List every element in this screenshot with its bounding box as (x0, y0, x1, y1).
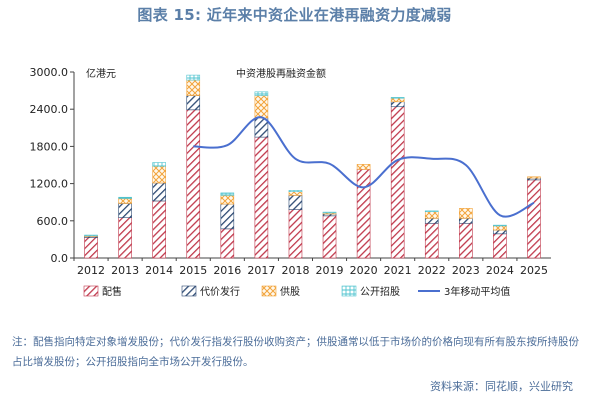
bar-segment (424, 222, 439, 259)
bar-segment (152, 200, 166, 259)
x-tick-label: 2025 (520, 264, 548, 277)
x-tick-label: 2019 (316, 264, 344, 277)
legend-label: 代价发行 (200, 285, 240, 298)
y-tick-label: 0.0 (51, 252, 69, 265)
x-tick-label: 2021 (384, 264, 412, 277)
x-tick-label: 2020 (350, 264, 378, 277)
bar-segment (186, 109, 201, 259)
x-tick-label: 2017 (247, 264, 275, 277)
bar-segment (390, 97, 405, 99)
bar-segment (220, 203, 235, 230)
x-tick-label: 2014 (145, 264, 173, 277)
bar-segment (220, 228, 235, 259)
bar-segment (424, 211, 439, 219)
bar-segment (152, 162, 166, 167)
bar-segment (390, 97, 405, 103)
bar-segment (493, 224, 507, 227)
bar-segment (424, 210, 439, 212)
x-tick-label: 2023 (452, 264, 480, 277)
bar-segment (186, 74, 201, 81)
bar-segment (84, 237, 98, 259)
bar-segment (152, 182, 166, 202)
bar-segment (356, 169, 371, 259)
bar-segment (527, 179, 541, 259)
bar-segment (288, 190, 303, 192)
x-tick-label: 2024 (486, 264, 514, 277)
bar-segment (322, 211, 337, 214)
footnote: 注：配售指向特定对象增发股份；代价发行指发行股份收购资产；供股通常以低于市场价的… (12, 336, 579, 368)
legend-label: 配售 (102, 285, 122, 298)
bar-segment (390, 101, 405, 108)
legend-label: 3年移动平均值 (444, 285, 510, 298)
bar-segment (288, 209, 303, 259)
source-line: 资料来源：同花顺，兴业研究 (430, 380, 573, 393)
chart-subtitle: 中资港股再融资金额 (236, 67, 326, 80)
bar-segment (459, 222, 473, 259)
legend-swatch (261, 285, 277, 297)
legend-swatch (341, 285, 357, 297)
bar-segment (118, 217, 132, 259)
bar-segment (254, 91, 269, 96)
bar-segment (493, 225, 507, 231)
bar-segment (390, 106, 405, 259)
bar-segment (493, 233, 507, 259)
bar-segment (288, 191, 303, 196)
bar-segment (186, 95, 201, 111)
x-tick-label: 2016 (213, 264, 241, 277)
bar-segment (424, 218, 439, 224)
x-tick-label: 2018 (281, 264, 309, 277)
bar-segment (527, 176, 541, 179)
axes: 0.0 600.0 1200.0 1800.0 2400.0 3000.0 2012 2013… (30, 66, 551, 277)
bar-segment (459, 218, 473, 224)
bar-segment (220, 192, 235, 196)
moving-average-line (193, 116, 535, 218)
bar-segment (84, 234, 98, 237)
y-tick-label: 2400.0 (30, 103, 69, 116)
unit-label: 亿港元 (86, 67, 116, 80)
y-tick-label: 1800.0 (30, 140, 69, 153)
x-tick-label: 2013 (111, 264, 139, 277)
bar-segment (186, 79, 201, 96)
legend-label: 供股 (280, 285, 300, 298)
bars (84, 74, 541, 259)
bar-segment (254, 136, 269, 259)
bar-segment (493, 229, 507, 235)
bar-segment (322, 215, 337, 259)
legend: 配售 代价发行 供股 公开招股 3年移动平均值 (83, 285, 510, 298)
bar-segment (118, 198, 132, 204)
bar-segment (254, 95, 269, 119)
bar-segment (356, 164, 371, 170)
bar-segment (220, 195, 235, 205)
x-tick-label: 2022 (418, 264, 446, 277)
bar-segment (288, 195, 303, 210)
y-tick-label: 3000.0 (30, 66, 69, 79)
legend-swatch (83, 285, 99, 297)
x-tick-label: 2015 (179, 264, 207, 277)
bar-segment (118, 196, 132, 199)
legend-label: 公开招股 (360, 285, 400, 298)
bar-segment (152, 165, 166, 184)
chart: 0.0 600.0 1200.0 1800.0 2400.0 3000.0 2012 2013… (30, 66, 551, 298)
bar-segment (118, 203, 132, 219)
y-tick-label: 600.0 (37, 215, 69, 228)
y-tick-label: 1200.0 (30, 178, 69, 191)
legend-swatch (181, 285, 197, 297)
x-tick-label: 2012 (77, 264, 105, 277)
bar-segment (459, 208, 473, 219)
figure-title: 图表 15: 近年来中资企业在港再融资力度减弱 (137, 6, 452, 24)
